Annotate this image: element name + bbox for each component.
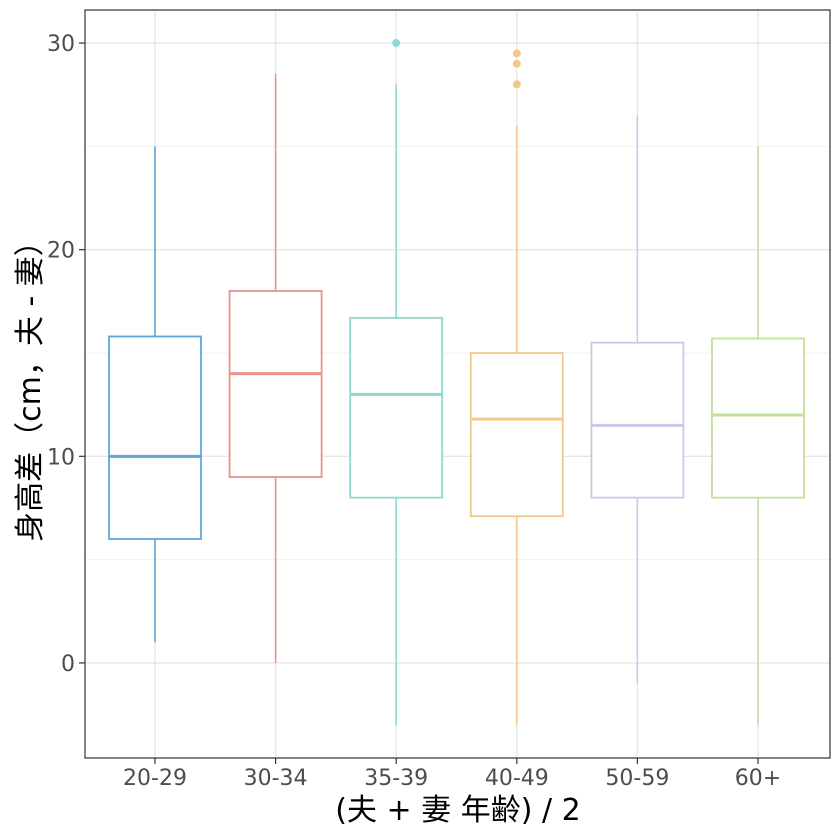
y-axis-title: 身高差（cm，夫 - 妻） bbox=[13, 226, 48, 542]
box-rect bbox=[590, 341, 685, 499]
box-rect bbox=[108, 335, 202, 540]
box-rect bbox=[469, 352, 564, 518]
x-axis-title: (夫 + 妻 年齢) / 2 bbox=[335, 793, 580, 828]
x-tick-label: 40-49 bbox=[485, 766, 549, 791]
box-rect bbox=[349, 316, 444, 499]
y-tick-label: 30 bbox=[47, 32, 75, 57]
box-rect bbox=[711, 337, 805, 499]
box-20-29 bbox=[108, 146, 202, 643]
box-rect bbox=[228, 290, 323, 478]
y-tick-label: 20 bbox=[47, 239, 75, 264]
x-tick-label: 20-29 bbox=[123, 766, 187, 791]
outlier-point bbox=[512, 80, 521, 89]
box-35-39 bbox=[349, 39, 444, 725]
y-tick-label: 0 bbox=[61, 652, 75, 677]
box-series bbox=[108, 39, 805, 725]
x-axis-ticks: 20-29 30-34 35-39 40-49 50-59 60+ bbox=[123, 758, 781, 791]
x-tick-label: 50-59 bbox=[605, 766, 669, 791]
box-30-34 bbox=[228, 74, 323, 663]
box-50-59 bbox=[590, 115, 685, 684]
box-60+ bbox=[711, 146, 805, 725]
x-tick-label: 35-39 bbox=[364, 766, 428, 791]
y-tick-label: 10 bbox=[47, 445, 75, 470]
outlier-point bbox=[512, 59, 521, 68]
x-tick-label: 60+ bbox=[735, 766, 781, 791]
outlier-point bbox=[392, 39, 401, 48]
y-axis-ticks: 0 10 20 30 bbox=[47, 32, 85, 677]
plot-panel-border bbox=[84, 9, 831, 759]
x-tick-label: 30-34 bbox=[244, 766, 308, 791]
outlier-point bbox=[512, 49, 521, 58]
box-40-49 bbox=[469, 49, 564, 725]
